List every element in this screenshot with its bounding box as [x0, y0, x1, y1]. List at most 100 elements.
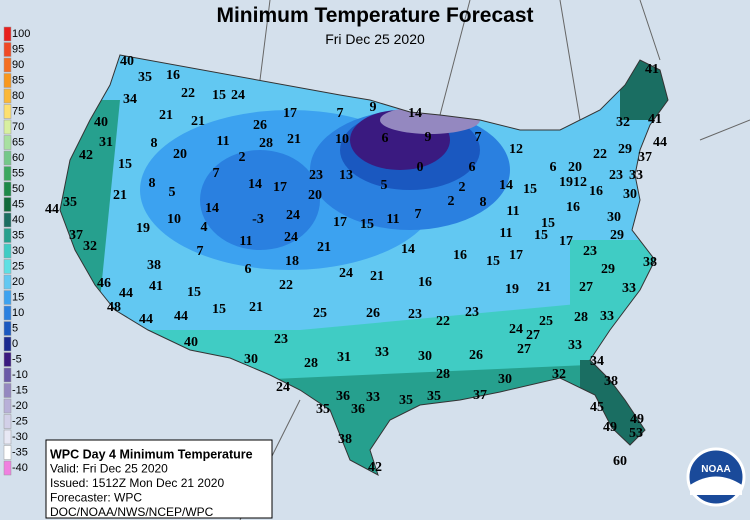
logo-text: NOAA: [701, 464, 730, 475]
legend-swatch: [3, 398, 12, 414]
temperature-label: 33: [366, 390, 380, 405]
temperature-label: 24: [231, 88, 245, 103]
temperature-label: 12: [509, 142, 523, 157]
temperature-label: 34: [590, 354, 604, 369]
temperature-label: 28: [304, 356, 318, 371]
temperature-label: 21: [191, 114, 205, 129]
temperature-label: 15: [360, 217, 374, 232]
legend-label: 95: [12, 43, 24, 55]
temperature-label: 21: [370, 269, 384, 284]
temperature-label: 44: [45, 202, 59, 217]
temperature-label: 17: [559, 234, 573, 249]
temperature-label: 19: [559, 175, 573, 190]
temperature-label: 8: [151, 136, 158, 151]
temperature-label: 15: [523, 182, 537, 197]
legend-swatch: [3, 352, 12, 367]
temperature-label: 44: [139, 312, 153, 327]
temperature-label: 18: [285, 254, 299, 269]
legend-label: 50: [12, 183, 24, 195]
temperature-label: 29: [618, 142, 632, 157]
temperature-label: 30: [498, 372, 512, 387]
temperature-label: 42: [368, 460, 382, 475]
temperature-label: 30: [418, 349, 432, 364]
temperature-label: 40: [120, 54, 134, 69]
temperature-label: 38: [643, 255, 657, 270]
temperature-label: 22: [436, 314, 450, 329]
legend-swatch: [3, 57, 12, 73]
legend-label: 10: [12, 307, 24, 319]
legend-label: -15: [12, 384, 28, 396]
temperature-label: 17: [509, 248, 523, 263]
legend-label: 55: [12, 167, 24, 179]
legend-label: 5: [12, 322, 18, 334]
temperature-label: 26: [366, 306, 380, 321]
legend-label: -35: [12, 446, 28, 458]
temperature-label: 11: [239, 234, 252, 249]
temperature-label: 17: [333, 215, 347, 230]
temperature-label: 12: [573, 175, 587, 190]
temperature-label: 42: [79, 148, 93, 163]
temperature-label: 7: [337, 106, 344, 121]
legend-swatch: [3, 243, 12, 259]
temperature-label: 19: [136, 221, 150, 236]
temperature-label: 30: [607, 210, 621, 225]
temperature-label: 14: [401, 242, 415, 257]
info-title: WPC Day 4 Minimum Temperature: [50, 447, 253, 461]
temperature-label: 53: [629, 426, 643, 441]
legend-swatch: [3, 135, 12, 150]
info-line: Valid: Fri Dec 25 2020: [50, 462, 168, 476]
temperature-label: 36: [351, 402, 365, 417]
temperature-label: 28: [259, 136, 273, 151]
temperature-label: 21: [159, 108, 173, 123]
temperature-label: 23: [408, 307, 422, 322]
temperature-label: 48: [107, 300, 121, 315]
temperature-label: 32: [83, 239, 97, 254]
temperature-label: 14: [408, 106, 422, 121]
temperature-label: 22: [593, 147, 607, 162]
temperature-label: 16: [589, 184, 603, 199]
temperature-label: 20: [308, 188, 322, 203]
temperature-label: 37: [473, 388, 487, 403]
temperature-label: 24: [286, 208, 300, 223]
temperature-label: 22: [279, 278, 293, 293]
legend-swatch: [3, 274, 12, 290]
temperature-label: 6: [469, 160, 476, 175]
legend-label: 80: [12, 90, 24, 102]
temperature-label: 11: [216, 134, 229, 149]
temperature-label: 35: [316, 402, 330, 417]
temperature-label: 29: [610, 228, 624, 243]
temperature-label: 5: [381, 178, 388, 193]
temperature-label: 10: [167, 212, 181, 227]
temperature-label: 40: [184, 335, 198, 350]
temperature-label: 22: [181, 86, 195, 101]
temperature-label: 15: [212, 88, 226, 103]
temperature-label: 7: [213, 166, 220, 181]
temperature-label: 15: [118, 157, 132, 172]
temperature-label: 8: [149, 176, 156, 191]
temperature-label: 15: [187, 285, 201, 300]
legend-label: 70: [12, 121, 24, 133]
temperature-label: 37: [69, 228, 83, 243]
legend-label: 45: [12, 198, 24, 210]
legend-swatch: [3, 259, 12, 274]
temperature-label: 44: [119, 286, 133, 301]
title: Minimum Temperature Forecast: [216, 4, 533, 27]
legend-label: -5: [12, 353, 22, 365]
temperature-label: 2: [448, 194, 455, 209]
legend-swatch: [3, 336, 12, 352]
info-line: Issued: 1512Z Mon Dec 21 2020: [50, 476, 224, 490]
temperature-label: 23: [583, 244, 597, 259]
legend-swatch: [3, 367, 12, 383]
temperature-label: 36: [336, 389, 350, 404]
temperature-label: 21: [113, 188, 127, 203]
temperature-label: 26: [469, 348, 483, 363]
temperature-label: 24: [276, 380, 290, 395]
legend-swatch: [3, 181, 12, 197]
legend-swatch: [3, 414, 12, 429]
temperature-label: -3: [252, 212, 264, 227]
temperature-label: 30: [244, 352, 258, 367]
temperature-label: 44: [653, 135, 667, 150]
